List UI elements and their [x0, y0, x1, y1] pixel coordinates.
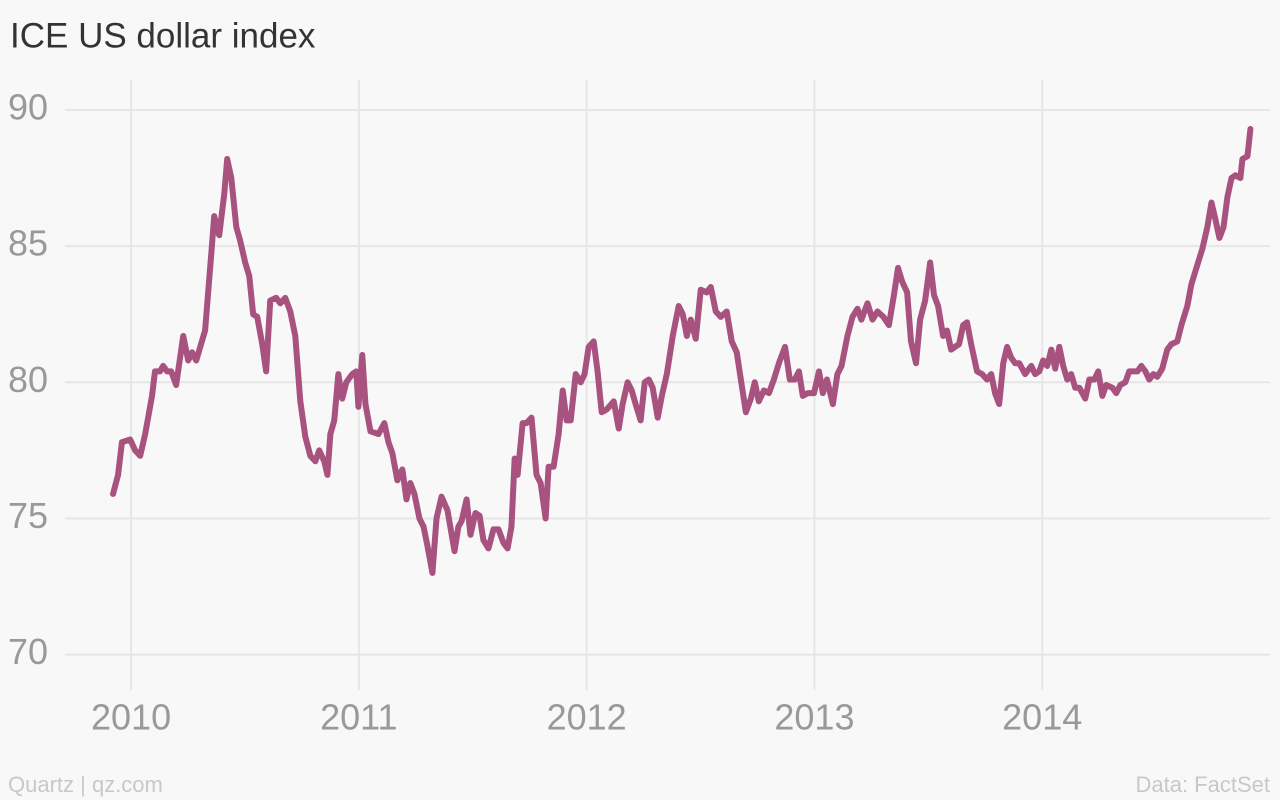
data-line — [110, 126, 1254, 576]
y-tick-label: 75 — [8, 495, 48, 536]
x-tick-label: 2012 — [547, 697, 627, 738]
source-right: Data: FactSet — [1135, 772, 1270, 797]
y-tick-label: 80 — [8, 359, 48, 400]
x-tick-label: 2014 — [1002, 697, 1082, 738]
source-left: Quartz | qz.com — [8, 772, 163, 797]
x-tick-label: 2010 — [91, 697, 171, 738]
y-tick-label: 90 — [8, 86, 48, 127]
x-tick-label: 2011 — [320, 697, 397, 738]
chart-title: ICE US dollar index — [10, 16, 316, 55]
y-tick-label: 85 — [8, 223, 48, 264]
x-tick-label: 2013 — [774, 697, 854, 738]
y-tick-label: 70 — [8, 631, 48, 672]
